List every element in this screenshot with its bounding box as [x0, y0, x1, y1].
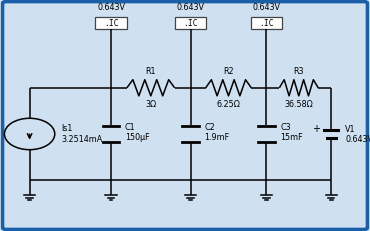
Text: C3: C3 [280, 123, 291, 131]
Text: 0.643V: 0.643V [252, 3, 280, 12]
FancyBboxPatch shape [95, 17, 127, 29]
Text: 0.643V: 0.643V [97, 3, 125, 12]
Text: R2: R2 [223, 67, 234, 76]
Text: 3Ω: 3Ω [145, 100, 157, 109]
Text: .IC: .IC [183, 19, 198, 27]
FancyBboxPatch shape [175, 17, 206, 29]
Text: .IC: .IC [104, 19, 118, 27]
Text: .IC: .IC [259, 19, 274, 27]
Text: 36.58Ω: 36.58Ω [285, 100, 313, 109]
Text: 0.643V: 0.643V [345, 135, 370, 143]
Text: C2: C2 [204, 123, 215, 131]
Text: 3.2514mA: 3.2514mA [61, 135, 102, 143]
Text: 15mF: 15mF [280, 133, 303, 142]
Text: 0.643V: 0.643V [176, 3, 205, 12]
Text: 1.9mF: 1.9mF [204, 133, 229, 142]
Text: V1: V1 [345, 125, 356, 134]
FancyBboxPatch shape [3, 2, 367, 229]
Text: R1: R1 [145, 67, 156, 76]
Text: 6.25Ω: 6.25Ω [216, 100, 240, 109]
FancyBboxPatch shape [251, 17, 282, 29]
Text: +: + [312, 124, 320, 134]
Text: C1: C1 [125, 123, 135, 131]
Text: R3: R3 [293, 67, 304, 76]
Text: 150μF: 150μF [125, 133, 149, 142]
Text: Is1: Is1 [61, 125, 73, 133]
